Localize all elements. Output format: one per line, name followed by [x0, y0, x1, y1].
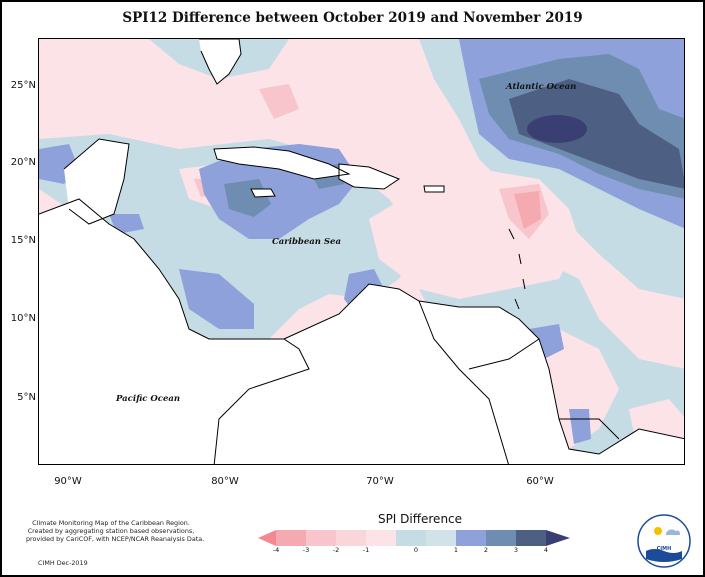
- spi-minus3-east: [514, 191, 541, 229]
- cb-p0b: [426, 530, 456, 546]
- cb-m2: [306, 530, 336, 546]
- map-canvas: [39, 39, 684, 464]
- central-america-land: [39, 199, 309, 464]
- lon-tick: 60°W: [526, 476, 554, 487]
- spi-plus3-atlantic: [509, 79, 684, 189]
- coastlines: [39, 39, 684, 464]
- lon-tick: 90°W: [54, 476, 82, 487]
- spi-minus1-east: [369, 169, 579, 299]
- florida-land: [199, 39, 241, 84]
- colorbar-tick: -3: [302, 546, 310, 554]
- colorbar-tick: 4: [543, 546, 549, 554]
- lon-tick: 80°W: [211, 476, 239, 487]
- cb-p3: [516, 530, 546, 546]
- lat-tick: 25°N: [10, 80, 36, 91]
- colorbar-tick: 3: [513, 546, 519, 554]
- land-masses: [39, 39, 684, 464]
- colorbar-tick: 1: [453, 546, 459, 554]
- cuba-land: [214, 147, 349, 179]
- colorbar-tick: -2: [332, 546, 340, 554]
- map-panel[interactable]: Atlantic Ocean Caribbean Sea Pacific Oce…: [38, 38, 685, 465]
- spi-plus1-trinidad: [529, 324, 564, 359]
- cb-p0: [396, 530, 426, 546]
- label-atlantic-ocean: Atlantic Ocean: [506, 82, 577, 92]
- colorbar-tick: -1: [362, 546, 370, 554]
- lat-tick: 10°N: [10, 313, 36, 324]
- colorbar-tick: -4: [272, 546, 280, 554]
- cb-m2b: [336, 530, 366, 546]
- lat-tick: 5°N: [17, 392, 36, 403]
- spi-plus1-guyana: [569, 409, 591, 444]
- hispaniola-land: [339, 164, 399, 189]
- cb-m3: [276, 530, 306, 546]
- jamaica-land: [251, 189, 275, 197]
- cb-p1: [456, 530, 486, 546]
- cb-p4: [546, 530, 570, 546]
- south-america-land: [190, 284, 684, 464]
- colorbar-tick: 0: [413, 546, 419, 554]
- credit-text: Climate Monitoring Map of the Caribbean …: [26, 519, 205, 543]
- lat-tick: 20°N: [10, 157, 36, 168]
- cb-m4: [258, 530, 276, 546]
- spi-plus4-atlantic: [527, 115, 587, 143]
- label-pacific-ocean: Pacific Ocean: [116, 394, 181, 404]
- colorbar-title: SPI Difference: [377, 512, 463, 526]
- credit-line: provided by CariCOF, with NCEP/NCAR Rean…: [26, 535, 205, 543]
- credit-date: CIMH Dec-2019: [38, 559, 88, 567]
- lat-tick: 15°N: [10, 235, 36, 246]
- spi-plus1-west: [179, 269, 254, 329]
- puerto-rico-land: [424, 186, 444, 192]
- cimh-logo: [637, 514, 691, 568]
- spi-minus2-north: [259, 84, 299, 119]
- lon-tick: 70°W: [366, 476, 394, 487]
- label-caribbean-sea: Caribbean Sea: [272, 237, 341, 247]
- colorbar-tick: 2: [483, 546, 489, 554]
- cb-m1: [366, 530, 396, 546]
- cb-p2: [486, 530, 516, 546]
- map-title: SPI12 Difference between October 2019 an…: [122, 10, 583, 26]
- credit-line: Climate Monitoring Map of the Caribbean …: [32, 519, 190, 527]
- credit-line: Created by aggregating station based obs…: [27, 527, 195, 535]
- spi-minus1-north: [229, 69, 399, 149]
- cimh-logo-text: CIMH: [656, 546, 672, 552]
- colorbar: [258, 530, 570, 546]
